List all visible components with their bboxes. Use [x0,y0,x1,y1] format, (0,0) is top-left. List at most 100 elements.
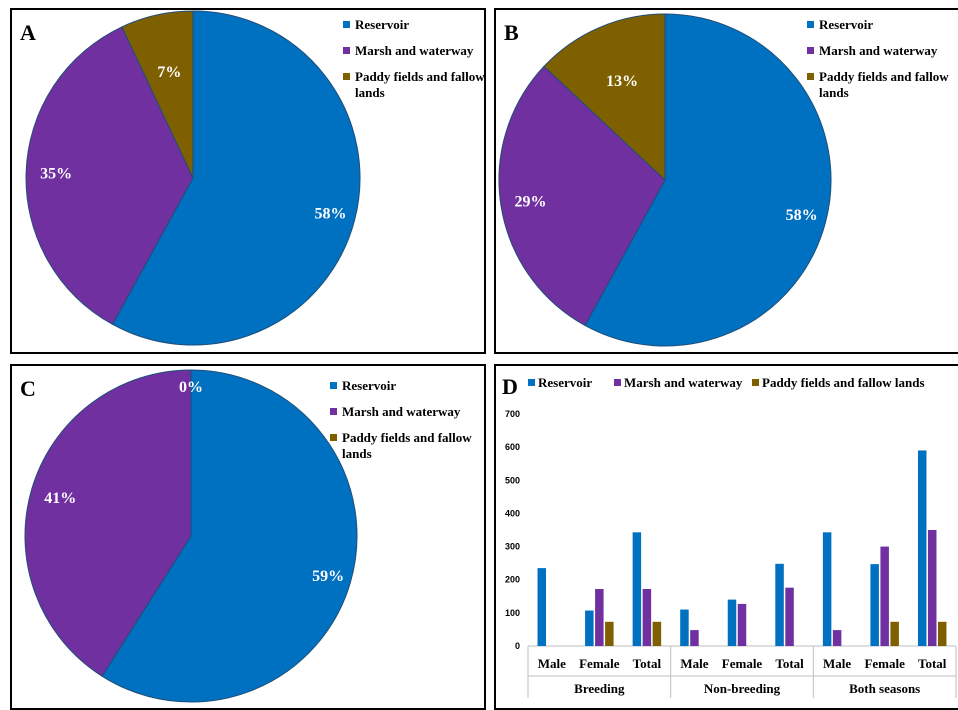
legend-swatch [807,47,814,54]
y-tick-label: 100 [505,608,520,618]
bar-chart-d: D Reservoir Marsh and waterway Paddy fields… [502,374,957,698]
bar-marsh-and-waterway [595,588,604,646]
slice-value-label: 13% [606,73,638,90]
legend: Reservoir Marsh and waterway Paddy fields … [330,378,472,461]
pie-chart-a: 58% 35% 7% A Reservoir Marsh and waterway Padd… [20,10,484,346]
bar-paddy-fields-and-fallow-lands [937,621,947,646]
legend-label: Paddy fields and fallow [355,69,484,84]
pie-slice-reservoir [111,10,361,346]
bar-reservoir [822,532,832,646]
bar-reservoir [632,532,642,646]
y-tick-label: 300 [505,542,520,552]
slice-value-label: 41% [44,490,76,507]
legend-label: Marsh and waterway [342,404,461,419]
bar-paddy-fields-and-fallow-lands [890,621,899,646]
y-axis: 0 100 200 300 400 500 600 700 [505,409,520,651]
legend-swatch [343,47,350,54]
panel-letter: B [504,20,519,45]
legend-label: Marsh and waterway [355,43,474,58]
legend-swatch [343,73,350,80]
panel-letter: A [20,20,36,45]
bar-marsh-and-waterway [642,588,652,646]
slice-value-label: 7% [157,64,181,81]
legend-swatch [330,408,337,415]
pie-chart-c: 59% 41% 0% C Reservoir Marsh and waterway Padd… [20,369,472,703]
pie-slice-marsh-and-waterway [498,65,666,327]
y-tick-label: 500 [505,475,520,485]
x-group-label: Breeding [574,681,625,696]
bar-reservoir [870,564,879,646]
pie-slice-reservoir [584,13,832,347]
pie-slice-paddy-fields-and-fallow-lands [543,13,666,182]
legend-swatch [807,73,814,80]
pie-slice-marsh-and-waterway [25,26,194,326]
legend-label: Reservoir [538,375,592,390]
x-category-label: Total [918,656,947,671]
x-category-label: Total [775,656,804,671]
bar-marsh-and-waterway [927,530,937,646]
group-separators [527,646,957,698]
slice-value-label: 0% [179,379,203,396]
legend-label: Marsh and waterway [819,43,938,58]
pie-slices [498,13,832,347]
x-category-label: Female [722,656,763,671]
x-category-label: Male [823,656,851,671]
legend-label-cont: lands [819,85,849,100]
pie-slice-paddy-fields-and-fallow-lands [121,10,194,179]
slice-value-label: 58% [786,207,818,224]
legend-label-cont: lands [342,446,372,461]
legend-swatch [343,21,350,28]
slice-value-label: 59% [312,568,344,585]
legend-label: Paddy fields and fallow [819,69,949,84]
legend-swatch [528,379,535,386]
bar-reservoir [537,568,547,646]
bar-marsh-and-waterway [785,587,794,646]
x-category-label: Male [538,656,566,671]
pie-chart-b: 58% 29% 13% B Reservoir Marsh and waterway Pad… [498,13,949,347]
x-category-label: Male [680,656,708,671]
y-tick-label: 700 [505,409,520,419]
y-tick-label: 600 [505,442,520,452]
y-tick-label: 200 [505,575,520,585]
panel-a: 58% 35% 7% A Reservoir Marsh and waterway Padd… [10,8,486,354]
legend-swatch [330,434,337,441]
legend-swatch [330,382,337,389]
bar-marsh-and-waterway [832,630,842,646]
bar-marsh-and-waterway [737,603,747,646]
y-tick-label: 0 [515,641,520,651]
legend-label: Reservoir [342,378,396,393]
x-category-label: Female [579,656,620,671]
pie-slices [24,369,358,703]
panel-b: 58% 29% 13% B Reservoir Marsh and waterway Pad… [494,8,958,354]
bars [537,450,947,646]
legend-label: Marsh and waterway [624,375,743,390]
slice-value-label: 35% [40,166,72,183]
y-tick-label: 400 [505,508,520,518]
panel-letter: C [20,376,36,401]
legend: Reservoir Marsh and waterway Paddy fields … [807,17,949,100]
bar-marsh-and-waterway [690,630,699,646]
bar-reservoir [680,609,689,646]
pie-slice-marsh-and-waterway [24,369,192,677]
bar-reservoir [727,599,737,646]
bar-paddy-fields-and-fallow-lands [652,621,662,646]
legend-label: Reservoir [819,17,873,32]
legend-label: Reservoir [355,17,409,32]
x-group-label: Both seasons [849,681,920,696]
bar-reservoir [585,610,594,646]
legend-label: Paddy fields and fallow lands [762,375,925,390]
panel-c: 59% 41% 0% C Reservoir Marsh and waterway Padd… [10,364,486,710]
x-category-label: Total [633,656,662,671]
panel-letter: D [502,374,518,399]
slice-value-label: 29% [515,193,547,210]
panel-d: D Reservoir Marsh and waterway Paddy fields… [494,364,958,710]
legend: Reservoir Marsh and waterway Paddy fields … [528,375,925,390]
bar-reservoir [917,450,927,646]
legend-label: Paddy fields and fallow [342,430,472,445]
legend-swatch [752,379,759,386]
pie-slice-reservoir [101,369,358,703]
slice-value-label: 58% [314,205,346,222]
x-group-label: Non-breeding [704,681,781,696]
bar-reservoir [775,563,784,646]
legend-label-cont: lands [355,85,385,100]
